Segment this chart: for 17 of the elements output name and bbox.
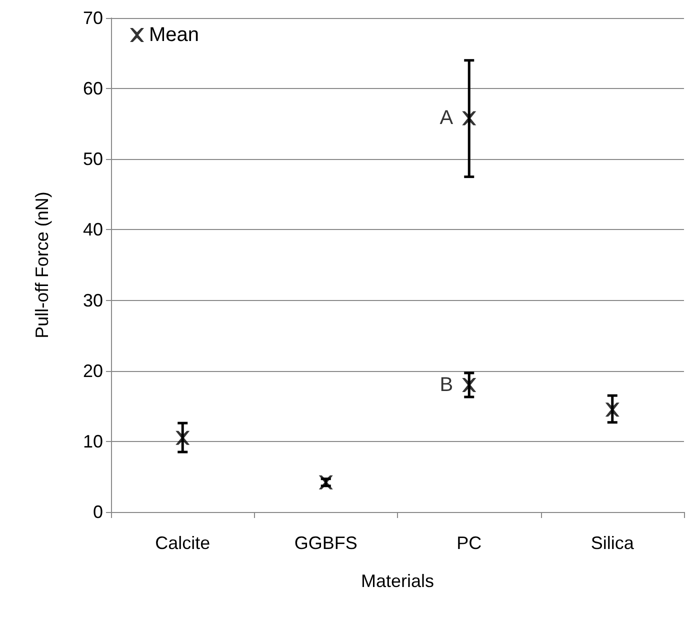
y-tick-label: 20 xyxy=(82,360,103,381)
y-tick-label: 10 xyxy=(82,431,103,452)
y-tick-label: 60 xyxy=(82,78,103,99)
y-tick-label: 70 xyxy=(82,8,103,28)
y-tick-label: 50 xyxy=(82,149,103,170)
legend-label: Mean xyxy=(149,24,200,46)
annotation: A xyxy=(440,107,454,130)
x-tick-label: GGBFS xyxy=(294,533,358,553)
x-tick-label: PC xyxy=(456,533,482,553)
x-tick-label: Calcite xyxy=(155,533,210,553)
x-axis-title: Materials xyxy=(360,571,434,591)
y-axis-title: Pull-off Force (nN) xyxy=(32,192,52,338)
y-tick-label: 0 xyxy=(92,502,103,522)
y-tick-label: 40 xyxy=(82,220,103,240)
x-tick-label: Silica xyxy=(590,533,635,553)
annotation: B xyxy=(440,374,454,396)
y-tick-label: 30 xyxy=(82,290,103,310)
